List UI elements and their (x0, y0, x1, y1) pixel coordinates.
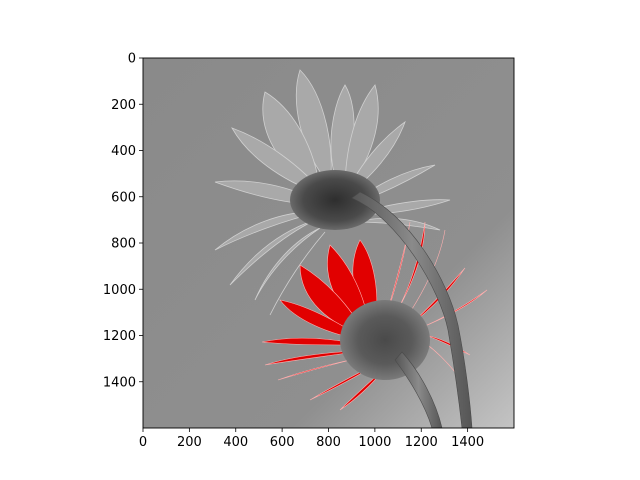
y-tick-label: 800 (111, 237, 136, 252)
flower-image (143, 58, 514, 428)
x-tick-label: 1400 (451, 435, 484, 450)
y-axis: 0 200 400 600 800 1000 1200 1400 (103, 52, 143, 390)
y-tick-label: 1400 (103, 375, 136, 390)
y-tick-label: 400 (111, 144, 136, 159)
x-tick-label: 600 (270, 435, 295, 450)
x-tick-label: 1000 (358, 435, 391, 450)
red-flower-center (340, 300, 430, 380)
y-tick-label: 1200 (103, 329, 136, 344)
gray-flower-center (290, 170, 380, 230)
x-tick-label: 400 (223, 435, 248, 450)
x-axis: 0 200 400 600 800 1000 1200 1400 (139, 428, 484, 450)
x-tick-label: 800 (316, 435, 341, 450)
y-tick-label: 0 (128, 52, 136, 67)
y-tick-label: 200 (111, 98, 136, 113)
x-tick-label: 1200 (405, 435, 438, 450)
y-tick-label: 1000 (103, 283, 136, 298)
y-tick-label: 600 (111, 190, 136, 205)
photo-background (143, 58, 514, 428)
x-tick-label: 200 (177, 435, 202, 450)
x-tick-label: 0 (139, 435, 147, 450)
